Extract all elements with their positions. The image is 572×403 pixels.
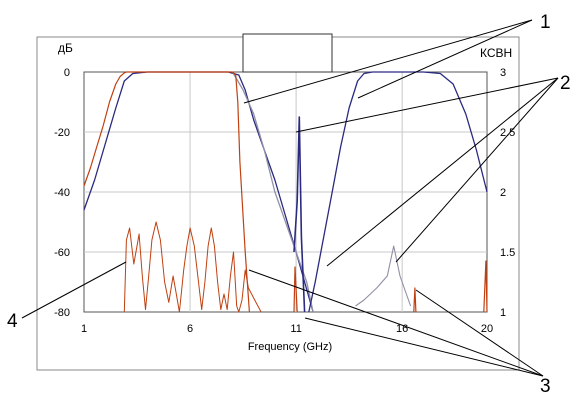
y-right-tick-label: 2 — [500, 187, 506, 199]
callout-leaders — [21, 19, 559, 377]
series-line-filter1-notch — [293, 116, 306, 313]
x-tick-label: 11 — [290, 323, 301, 335]
series-line-filter1-highpass-sparam — [308, 71, 488, 313]
y-left-tick-label: -20 — [54, 127, 70, 139]
y-left-tick-label: -80 — [54, 307, 70, 319]
y-left-tick-labels: 0 -20 -40 -60 -80 — [54, 67, 70, 319]
leader-1a — [243, 19, 533, 104]
y-right-tick-label: 1 — [500, 307, 506, 319]
leader-2a — [295, 77, 559, 133]
series-line-filter2-sparam — [83, 71, 250, 313]
callout-label-4: 4 — [7, 311, 18, 332]
series-group — [83, 71, 488, 313]
leader-3c — [415, 289, 544, 377]
y-right-tick-label: 3 — [500, 67, 506, 79]
callout-label-3: 3 — [540, 376, 551, 397]
leader-2b — [326, 77, 559, 267]
y-right-tick-labels: 3 2.5 2 1.5 1 — [500, 67, 515, 319]
y-left-tick-label: 0 — [64, 67, 70, 79]
x-tick-label: 20 — [481, 323, 493, 335]
x-tick-label: 6 — [187, 323, 193, 335]
leader-4 — [21, 261, 127, 319]
leader-3b — [304, 317, 544, 377]
leader-3a — [248, 269, 544, 377]
y-left-axis-unit: дБ — [58, 41, 73, 55]
series-line-filter2-spur-b — [413, 287, 417, 313]
y-left-tick-label: -40 — [54, 187, 70, 199]
y-right-tick-label: 2.5 — [500, 127, 515, 139]
series-line-filter2-spur-c — [483, 260, 488, 313]
y-right-axis-unit: КСВН — [480, 46, 512, 60]
series-line-filter2-vswr — [123, 221, 262, 313]
y-right-tick-label: 1.5 — [500, 247, 515, 259]
leader-1b — [357, 19, 533, 99]
leader-2c — [395, 77, 559, 263]
series-line-filter1-highpass-vswr — [355, 245, 412, 307]
x-axis-label: Frequency (GHz) — [248, 341, 332, 353]
y-left-tick-label: -60 — [54, 247, 70, 259]
callout-label-2: 2 — [560, 73, 571, 94]
x-tick-label: 1 — [81, 323, 87, 335]
title-box — [242, 33, 333, 73]
callout-label-1: 1 — [540, 12, 551, 33]
series-line-filter2-spur-a — [293, 266, 298, 313]
